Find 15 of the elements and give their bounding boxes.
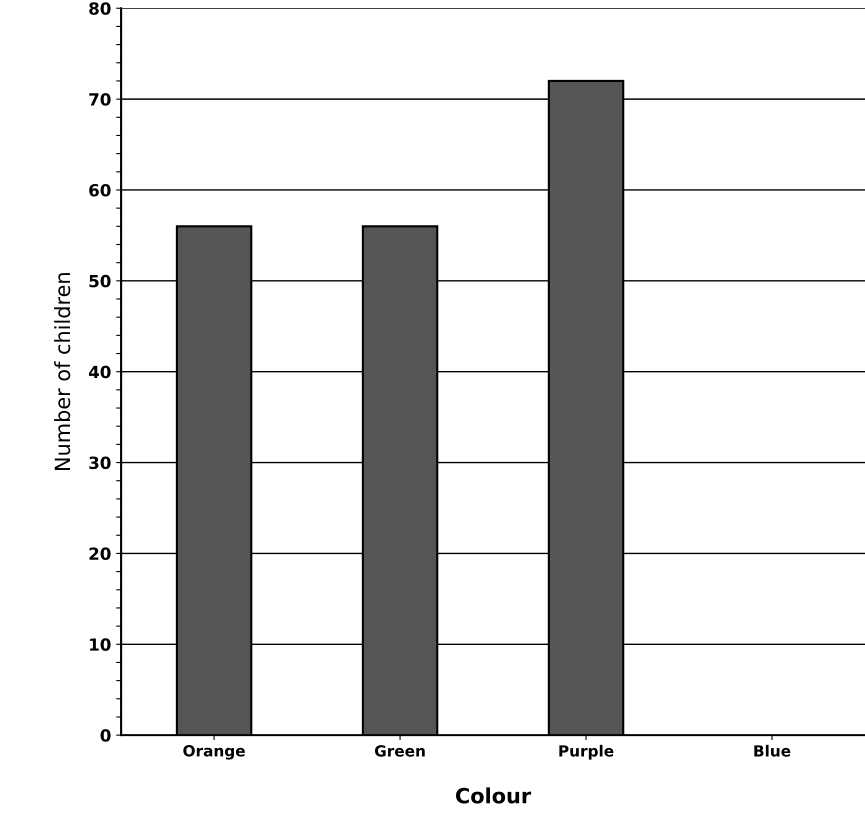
y-tick-label: 80	[89, 2, 111, 15]
x-tick-label: Green	[374, 745, 425, 757]
x-tick-label: Blue	[754, 744, 790, 757]
y-tick-label: 20	[90, 547, 111, 560]
y-tick-label: 60	[89, 184, 111, 197]
y-tick-label: 50	[89, 274, 111, 288]
y-tick-label: 10	[90, 638, 111, 651]
x-axis-title: Colour	[456, 787, 532, 804]
x-tick-label: Purple	[559, 744, 614, 760]
y-axis-title: Number of children	[54, 273, 70, 470]
y-tick-label: 0	[100, 729, 111, 742]
y-tick-label: 30	[89, 456, 111, 470]
x-tick-label: Orange	[183, 745, 245, 760]
y-tick-label: 40	[88, 366, 111, 378]
y-tick-label: 70	[89, 93, 111, 106]
